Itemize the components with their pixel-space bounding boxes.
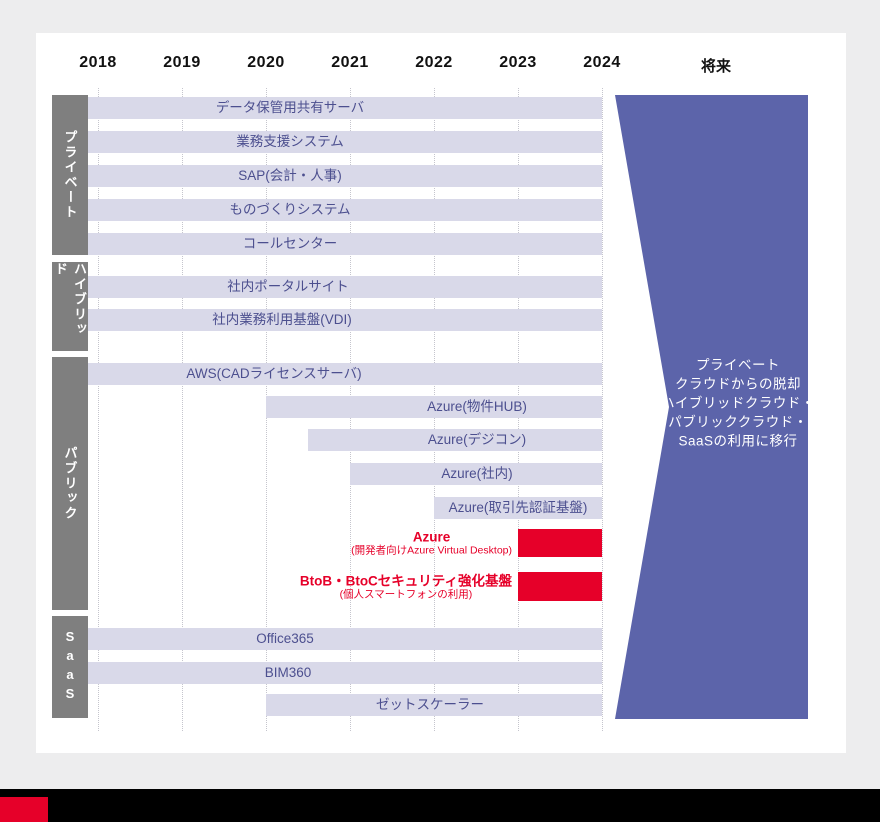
category-label: ハイブリッド bbox=[53, 262, 87, 337]
bar-label: Azure(取引先認証基盤) bbox=[448, 500, 588, 515]
bar-label: SAP(会計・人事) bbox=[238, 168, 342, 183]
timeline-bar-highlight bbox=[518, 529, 602, 557]
timeline-bar: Azure(物件HUB) bbox=[266, 396, 602, 418]
footer-red-accent bbox=[0, 797, 48, 822]
bar-label: BIM360 bbox=[264, 665, 312, 680]
timeline-bar: コールセンター bbox=[88, 233, 602, 255]
year-tick-label: 2018 bbox=[79, 54, 117, 71]
highlight-bar-label: Azure (開発者向けAzure Virtual Desktop) bbox=[351, 530, 512, 557]
highlight-bar-subtitle: (開発者向けAzure Virtual Desktop) bbox=[351, 544, 512, 557]
bar-label: ゼットスケーラー bbox=[376, 697, 484, 712]
category-label: SaaS bbox=[62, 629, 78, 705]
category-block-3: パブリック bbox=[52, 357, 88, 610]
category-label: プライベート bbox=[62, 130, 78, 220]
bar-label: Office365 bbox=[256, 631, 314, 646]
bar-label: コールセンター bbox=[242, 236, 338, 251]
bar-label: Azure(物件HUB) bbox=[427, 399, 527, 414]
year-tick-label: 2022 bbox=[415, 54, 453, 71]
year-gridline bbox=[602, 88, 603, 731]
timeline-bar: AWS(CADライセンスサーバ) bbox=[88, 363, 602, 385]
year-tick-label: 2024 bbox=[583, 54, 621, 71]
timeline-bar: ゼットスケーラー bbox=[266, 694, 602, 716]
bar-label: ものづくりシステム bbox=[229, 202, 351, 217]
timeline-bar: 業務支援システム bbox=[88, 131, 602, 153]
bar-label: 社内業務利用基盤(VDI) bbox=[212, 312, 352, 327]
future-text-line: クラウドからの脱却 bbox=[674, 376, 801, 392]
year-tick-label: 2020 bbox=[247, 54, 285, 71]
highlight-bar-label: BtoB・BtoCセキュリティ強化基盤 (個人スマートフォンの利用) bbox=[300, 573, 512, 600]
bar-label: データ保管用共有サーバ bbox=[215, 100, 365, 115]
future-arrow-text: プライベートクラウドからの脱却 ハイブリッドクラウド・ パブリッククラウド・ SaaS… bbox=[661, 356, 815, 451]
timeline-bar: ものづくりシステム bbox=[88, 199, 602, 221]
bar-label: Azure(社内) bbox=[441, 466, 513, 481]
year-gridline bbox=[182, 88, 183, 731]
timeline-bar: 社内ポータルサイト bbox=[88, 276, 602, 298]
timeline-bar: SAP(会計・人事) bbox=[88, 165, 602, 187]
bar-label: 業務支援システム bbox=[236, 134, 344, 149]
future-axis-label: 将来 bbox=[700, 58, 732, 75]
future-text-line: パブリッククラウド・ bbox=[668, 414, 808, 430]
timeline-bar: BIM360 bbox=[88, 662, 602, 684]
highlight-bar-title: Azure bbox=[412, 529, 451, 545]
timeline-bar: Azure(取引先認証基盤) bbox=[434, 497, 602, 519]
timeline-bar-highlight bbox=[518, 572, 602, 601]
future-text-line: SaaSの利用に移行 bbox=[678, 433, 798, 449]
timeline-bar: データ保管用共有サーバ bbox=[88, 97, 602, 119]
highlight-bar-subtitle: (個人スマートフォンの利用) bbox=[339, 588, 473, 600]
category-label: パブリック bbox=[62, 446, 78, 521]
timeline-bar: Office365 bbox=[88, 628, 602, 650]
highlight-bar-title: BtoB・BtoCセキュリティ強化基盤 bbox=[299, 573, 512, 588]
year-tick-label: 2019 bbox=[163, 54, 201, 71]
bar-label: AWS(CADライセンスサーバ) bbox=[186, 366, 362, 381]
future-text-line: ハイブリッドクラウド・ bbox=[661, 395, 815, 411]
year-tick-label: 2021 bbox=[331, 54, 369, 71]
timeline-bar: Azure(社内) bbox=[350, 463, 602, 485]
future-text-line: プライベート bbox=[695, 357, 780, 373]
year-gridline bbox=[98, 88, 99, 731]
bar-label: Azure(デジコン) bbox=[427, 432, 527, 447]
footer-bar bbox=[0, 789, 880, 822]
timeline-bar: 社内業務利用基盤(VDI) bbox=[88, 309, 602, 331]
category-block-1: プライベート bbox=[52, 95, 88, 255]
bar-label: 社内ポータルサイト bbox=[227, 279, 349, 294]
timeline-bar: Azure(デジコン) bbox=[308, 429, 602, 451]
category-block-2: ハイブリッド bbox=[52, 262, 88, 351]
category-block-4: SaaS bbox=[52, 616, 88, 718]
year-tick-label: 2023 bbox=[499, 54, 537, 71]
